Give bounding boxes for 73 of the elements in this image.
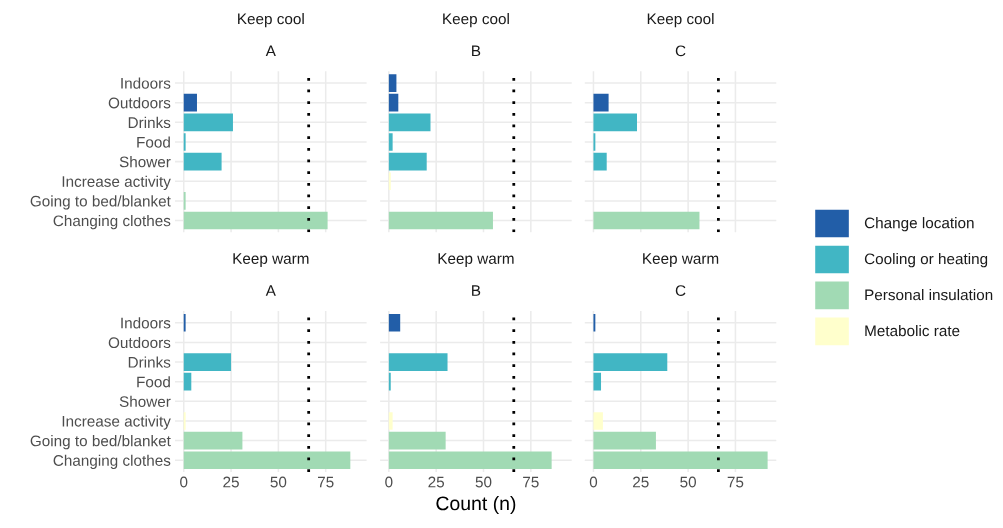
x-tick-label: 75 (317, 476, 334, 488)
y-tick-label: Food (137, 376, 170, 388)
chart-subtitle: A (265, 285, 276, 296)
bar (183, 431, 243, 450)
legend-label: Cooling or heating (864, 253, 988, 268)
y-tick-label: Shower (119, 156, 171, 168)
bar (388, 113, 431, 132)
chart-title: Keep cool (647, 13, 714, 28)
bar (183, 451, 351, 470)
bar (388, 313, 401, 332)
bar (388, 93, 399, 112)
bar (183, 152, 222, 171)
chart-title: Keep cool (238, 13, 304, 28)
y-tick-label: Changing clothes (53, 454, 171, 469)
bar (183, 113, 233, 132)
x-tick-label: 75 (727, 476, 744, 488)
bar (593, 451, 768, 470)
bar (388, 152, 427, 171)
bar (183, 93, 197, 112)
bar (593, 353, 668, 371)
bar (388, 431, 446, 450)
bar (593, 431, 656, 450)
bar (593, 113, 637, 132)
bar (388, 353, 448, 371)
x-axis-title: Count (n) (436, 496, 516, 515)
y-tick-label: Changing clothes (53, 215, 171, 230)
y-tick-label: Drinks (128, 356, 171, 368)
y-tick-label: Shower (119, 395, 171, 408)
x-tick-label: 0 (180, 476, 188, 488)
bar (183, 353, 232, 371)
bar (183, 211, 328, 230)
bar (388, 451, 552, 470)
bar (593, 412, 603, 430)
y-tick-label: Outdoors (108, 97, 171, 109)
bar (388, 74, 397, 92)
y-tick-label: Increase activity (62, 415, 171, 430)
chart-subtitle: B (472, 45, 481, 57)
chart-subtitle: A (265, 45, 276, 57)
y-tick-label: Indoors (121, 77, 171, 89)
y-tick-label: Food (137, 136, 170, 148)
legend-label: Personal insulation (865, 289, 993, 301)
y-tick-label: Indoors (121, 317, 171, 329)
bar (593, 93, 609, 112)
chart-subtitle: C (675, 285, 686, 296)
chart-title: Keep warm (233, 253, 309, 267)
x-tick-label: 25 (428, 476, 445, 488)
bar (388, 133, 393, 151)
bar (388, 211, 493, 230)
chart-subtitle: C (675, 45, 686, 57)
chart-subtitle: B (472, 285, 481, 296)
x-tick-label: 50 (270, 476, 287, 488)
y-tick-label: Going to bed/blanket (30, 195, 171, 210)
bar (593, 211, 700, 230)
x-tick-label: 0 (385, 476, 393, 488)
y-tick-label: Increase activity (62, 175, 171, 190)
bar (183, 372, 192, 391)
chart-title: Keep cool (443, 13, 509, 28)
x-tick-label: 50 (475, 476, 492, 488)
x-tick-label: 50 (680, 476, 697, 488)
chart-title: Keep warm (438, 253, 514, 267)
chart-title: Keep warm (643, 253, 719, 267)
x-tick-label: 75 (523, 476, 539, 488)
x-tick-label: 25 (223, 476, 239, 488)
bar (388, 412, 393, 430)
x-tick-label: 25 (633, 476, 649, 488)
y-tick-label: Going to bed/blanket (30, 435, 171, 450)
bar (593, 372, 602, 391)
y-tick-label: Outdoors (108, 336, 171, 349)
y-tick-label: Drinks (128, 116, 171, 129)
legend-label: Metabolic rate (865, 325, 960, 337)
x-tick-label: 0 (589, 476, 598, 488)
legend-label: Change location (864, 217, 974, 232)
bar (593, 152, 607, 171)
